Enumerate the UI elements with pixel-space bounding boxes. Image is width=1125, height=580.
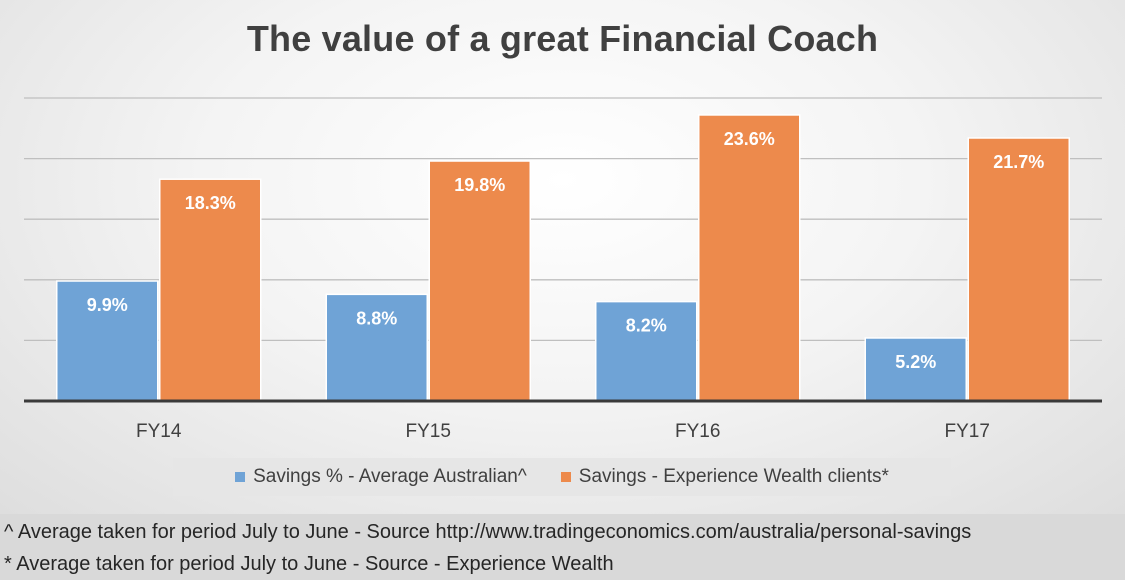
x-tick-label: FY14: [136, 421, 182, 442]
data-label: 8.2%: [626, 316, 667, 336]
data-label: 19.8%: [454, 175, 505, 195]
bar: [325, 293, 428, 402]
chart-title: The value of a great Financial Coach: [246, 18, 879, 59]
chart-legend: Savings % - Average Australian^ Savings …: [173, 458, 951, 496]
data-label: 5.2%: [895, 352, 936, 372]
chart-panel: The value of a great Financial Coach 9.9…: [0, 0, 1125, 514]
legend-swatch-orange: [560, 472, 571, 482]
bar-chart: 9.9% 18.3% FY14 8.8% 19.8% FY15 8.2% 23.6% FY16 5…: [24, 97, 1102, 442]
data-label: 9.9%: [87, 295, 128, 315]
data-label: 21.7%: [993, 152, 1044, 172]
bar: [967, 137, 1070, 402]
bar: [595, 300, 698, 402]
data-label: 8.8%: [356, 308, 397, 328]
x-tick-label: FY16: [675, 421, 720, 442]
x-tick-label: FY15: [406, 421, 451, 442]
bar: [428, 160, 531, 402]
footnote-source-clients: * Average taken for period July to June …: [4, 553, 614, 575]
data-label: 18.3%: [185, 193, 236, 213]
legend-item-experience-wealth: Savings - Experience Wealth clients*: [560, 466, 889, 488]
bar: [864, 337, 967, 402]
footnotes: ^ Average taken for period July to June …: [4, 516, 1124, 580]
data-label: 23.6%: [724, 129, 775, 149]
legend-swatch-blue: [235, 472, 246, 482]
legend-item-average-australian: Savings % - Average Australian^: [235, 466, 527, 488]
bar: [159, 178, 262, 402]
legend-label: Savings % - Average Australian^: [253, 466, 527, 487]
x-tick-label: FY17: [945, 421, 990, 442]
legend-label: Savings - Experience Wealth clients*: [578, 466, 889, 487]
footnote-source-average: ^ Average taken for period July to June …: [4, 521, 972, 543]
bar: [698, 114, 801, 402]
bar: [56, 280, 159, 402]
